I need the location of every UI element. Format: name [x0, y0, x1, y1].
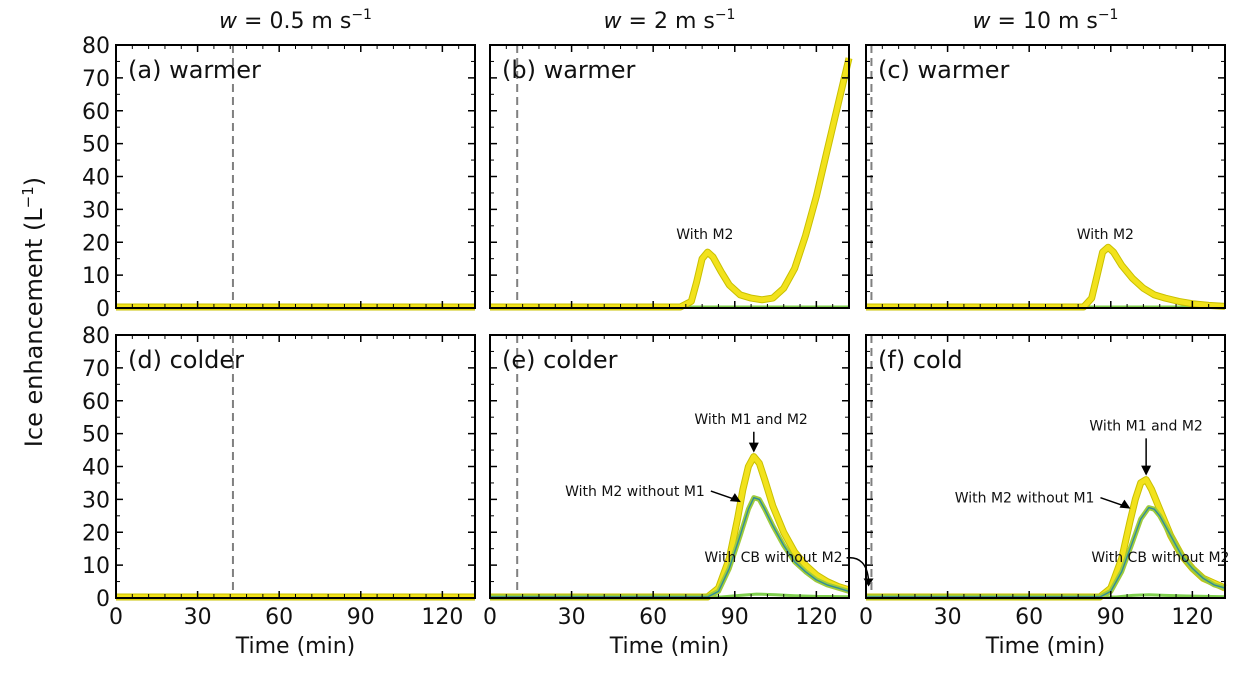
- annotation-label: With CB without M2: [704, 550, 842, 566]
- y-tick-label: 60: [82, 100, 110, 125]
- y-tick-label: 40: [82, 166, 110, 191]
- y-axis-label-exponent: −1: [19, 186, 37, 208]
- x-tick-label: 30: [934, 605, 962, 630]
- y-tick-label: 30: [82, 488, 110, 513]
- annotation-arrow-curve: [846, 557, 870, 581]
- panel-label: (e) colder: [502, 346, 618, 374]
- y-tick-label: 60: [82, 390, 110, 415]
- annotation-arrowhead: [748, 442, 759, 453]
- x-axis-label: Time (min): [609, 634, 730, 659]
- y-axis-label-text: Ice enhancement (L: [20, 208, 48, 447]
- x-axis-label: Time (min): [985, 634, 1106, 659]
- y-tick-label: 20: [82, 231, 110, 256]
- y-tick-label: 50: [82, 133, 110, 158]
- x-tick-label: 90: [347, 605, 375, 630]
- annotation-label: With M1 and M2: [694, 412, 807, 428]
- column-title-exponent: −1: [1098, 7, 1119, 23]
- x-tick-label: 120: [1171, 605, 1213, 630]
- panel: 0 30 60 90 120 Time (min) (e) colder With M1 an…: [483, 334, 874, 659]
- annotation-arrowhead: [1141, 465, 1152, 476]
- panel-label: (d) colder: [128, 346, 244, 374]
- panel: (b) warmer With M2: [489, 44, 853, 311]
- panel: 0 10 20 30 40 50 60 70 80 0 30 60 90 120 Time (min) (d)…: [82, 324, 476, 659]
- x-tick-label: 0: [859, 605, 873, 630]
- annotation-label: With M1 and M2: [1089, 418, 1202, 434]
- x-tick-label: 120: [421, 605, 463, 630]
- x-tick-label: 30: [558, 605, 586, 630]
- x-tick-label: 90: [1097, 605, 1125, 630]
- series-m2: [866, 244, 1226, 310]
- column-title-symbol: w: [604, 9, 623, 34]
- annotation-label: With M2 without M1: [955, 491, 1095, 507]
- series-m2: [490, 57, 852, 310]
- column-title-exponent: −1: [351, 7, 372, 23]
- x-axis-label: Time (min): [235, 634, 356, 659]
- y-tick-label: 50: [82, 423, 110, 448]
- panel-frame: [865, 44, 1226, 309]
- x-tick-label: 0: [109, 605, 123, 630]
- column-title: w = 10 m s−1: [973, 7, 1119, 34]
- x-tick-label: 60: [265, 605, 293, 630]
- panel-frame: [115, 44, 476, 309]
- y-tick-label: 80: [82, 34, 110, 59]
- y-tick-label: 70: [82, 357, 110, 382]
- y-tick-label: 30: [82, 198, 110, 223]
- column-title: w = 0.5 m s−1: [219, 7, 372, 34]
- x-tick-label: 120: [795, 605, 837, 630]
- series-cb-without-m2: [490, 592, 850, 599]
- panels-group: w = 0.5 m s−1 w = 2 m s−1 w = 10 m s−10102…: [82, 7, 1229, 659]
- annotation-label: With M2: [676, 227, 733, 243]
- panel-label: (c) warmer: [878, 56, 1009, 84]
- y-tick-label: 10: [82, 554, 110, 579]
- x-tick-label: 90: [721, 605, 749, 630]
- annotation-label: With M2: [1077, 227, 1134, 243]
- series-m2-without-m1-core: [490, 497, 850, 598]
- y-tick-label: 0: [96, 587, 110, 612]
- x-tick-label: 0: [483, 605, 497, 630]
- column-title-text: = 2 m s: [622, 9, 715, 34]
- panel: (c) warmer With M2: [865, 44, 1226, 311]
- panel: 0 30 60 90 120 Time (min) (f) cold With M1 and …: [859, 334, 1229, 659]
- column-title-symbol: w: [973, 9, 992, 34]
- y-tick-label: 80: [82, 324, 110, 349]
- annotation-arrowhead: [1119, 499, 1131, 509]
- panel: 0 10 20 30 40 50 60 70 80 (a) warmer: [82, 34, 476, 322]
- column-title-exponent: −1: [715, 7, 736, 23]
- column-title-symbol: w: [219, 9, 238, 34]
- x-tick-label: 30: [184, 605, 212, 630]
- y-tick-label: 0: [96, 297, 110, 322]
- y-axis-label: Ice enhancement (L−1): [19, 177, 48, 447]
- series-m2-without-m1-core: [866, 506, 1226, 598]
- y-tick-label: 40: [82, 456, 110, 481]
- column-title-text: = 10 m s: [991, 9, 1098, 34]
- y-tick-label: 20: [82, 521, 110, 546]
- column-title: w = 2 m s−1: [604, 7, 736, 34]
- panel-label: (b) warmer: [502, 56, 636, 84]
- x-tick-label: 60: [1015, 605, 1043, 630]
- panel-frame: [115, 334, 476, 599]
- x-tick-label: 60: [639, 605, 667, 630]
- panel-label: (f) cold: [878, 346, 963, 374]
- y-axis-label-close: ): [20, 177, 48, 186]
- annotation-label: With CB without M2: [1091, 550, 1229, 566]
- column-title-text: = 0.5 m s: [237, 9, 351, 34]
- panel-label: (a) warmer: [128, 56, 261, 84]
- y-tick-label: 70: [82, 67, 110, 92]
- series-m1-m2: [490, 454, 850, 600]
- y-tick-label: 10: [82, 264, 110, 289]
- series-m1-m2-outline: [490, 453, 851, 601]
- annotation-label: With M2 without M1: [565, 484, 705, 500]
- annotation-arrowhead: [729, 493, 741, 503]
